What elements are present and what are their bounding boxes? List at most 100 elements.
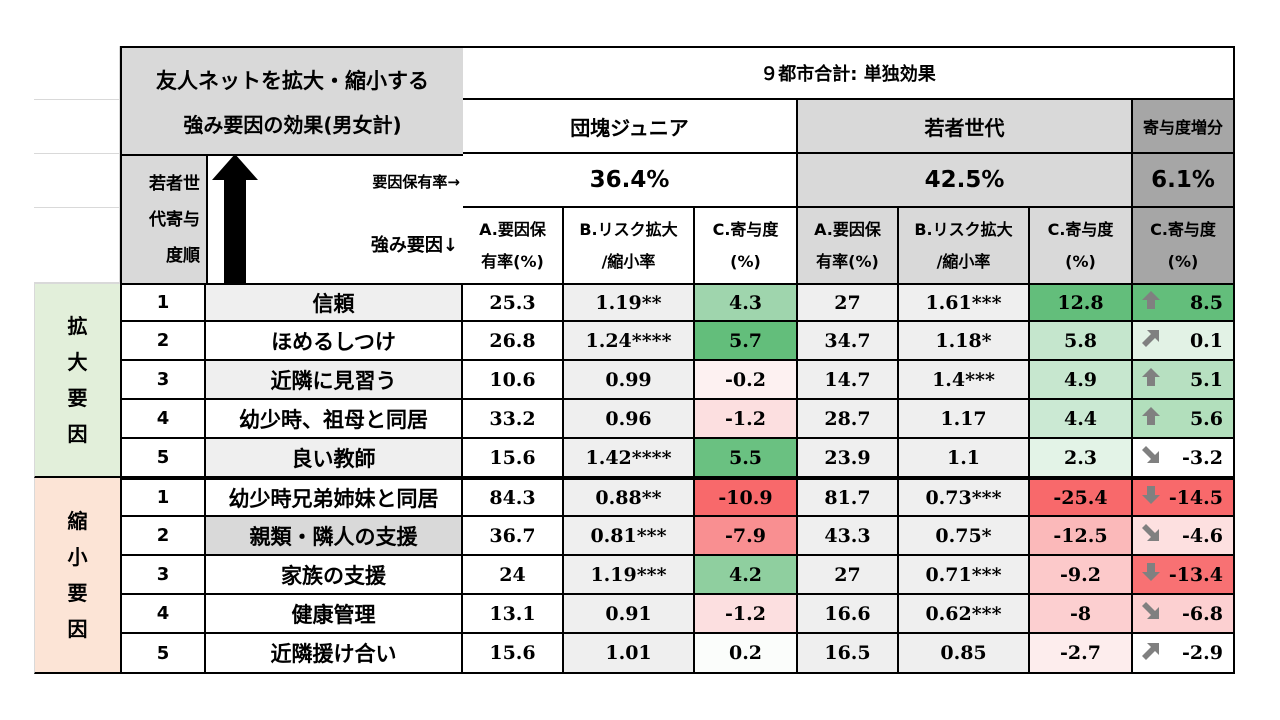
shrink-label-text: 縮小要因 bbox=[67, 509, 88, 641]
rate-increment: 6.1% bbox=[1133, 154, 1235, 208]
cell-c1: -7.9 bbox=[695, 517, 798, 556]
expand-label-text: 拡大要因 bbox=[67, 314, 88, 446]
cell-c1: 4.3 bbox=[695, 283, 798, 322]
cell-c1: 4.2 bbox=[695, 556, 798, 595]
group-header-dankai: 団塊ジュニア bbox=[463, 100, 798, 154]
shrink-factors-label: 縮小要因 bbox=[34, 478, 120, 674]
increment-value: 5.6 bbox=[1189, 407, 1223, 430]
cell-c1: 0.2 bbox=[695, 634, 798, 674]
cell-b1: 1.19*** bbox=[564, 556, 695, 595]
arrow-down-right-icon bbox=[1141, 523, 1161, 548]
cell-c1: 5.5 bbox=[695, 439, 798, 478]
cell-rank: 2 bbox=[120, 517, 206, 556]
arrow-up-right-icon bbox=[1141, 328, 1161, 353]
cell-name: 家族の支援 bbox=[206, 556, 463, 595]
big-up-arrow-icon bbox=[212, 154, 258, 284]
cell-b1: 0.96 bbox=[564, 400, 695, 439]
increment-value: -2.9 bbox=[1182, 642, 1223, 664]
rank-label-2: 代寄与 bbox=[149, 210, 200, 230]
increment-value: 5.1 bbox=[1189, 368, 1223, 391]
col-a-header-1: A.要因保 有率(%) bbox=[463, 208, 564, 283]
cell-b1: 0.91 bbox=[564, 595, 695, 634]
cell-rank: 4 bbox=[120, 595, 206, 634]
arrow-down-icon bbox=[1141, 485, 1161, 510]
cell-name: 親類・隣人の支援 bbox=[206, 517, 463, 556]
arrow-down-icon bbox=[1141, 562, 1161, 587]
cell-d: -4.6 bbox=[1133, 517, 1235, 556]
factor-label: 強み要因↓ bbox=[370, 235, 458, 256]
increment-value: 0.1 bbox=[1189, 329, 1223, 352]
cell-name: 良い教師 bbox=[206, 439, 463, 478]
arrow-down-right-icon bbox=[1141, 445, 1161, 470]
col-b-header-1: B.リスク拡大/縮小率 bbox=[564, 208, 695, 283]
increment-value: -14.5 bbox=[1168, 486, 1223, 509]
cell-rank: 5 bbox=[120, 439, 206, 478]
cell-rank: 2 bbox=[120, 322, 206, 361]
cell-a1: 24 bbox=[463, 556, 564, 595]
title-block: 友人ネットを拡大・縮小する 強み要因の効果(男女計) bbox=[120, 46, 463, 154]
cell-name: 健康管理 bbox=[206, 595, 463, 634]
top-header: ９都市合計: 単独効果 bbox=[463, 46, 1235, 100]
cell-b1: 1.42**** bbox=[564, 439, 695, 478]
arrow-up-right-icon bbox=[1141, 641, 1161, 666]
cell-c2: -9.2 bbox=[1030, 556, 1133, 595]
increment-value: 8.5 bbox=[1189, 291, 1223, 314]
cell-b2: 0.62*** bbox=[899, 595, 1030, 634]
cell-name: 近隣に見習う bbox=[206, 361, 463, 400]
cell-name: 幼少時兄弟姉妹と同居 bbox=[206, 478, 463, 517]
blank-corner-1 bbox=[34, 46, 120, 100]
cell-b1: 1.19** bbox=[564, 283, 695, 322]
table-title-line2: 強み要因の効果(男女計) bbox=[183, 112, 402, 137]
blank-corner-4 bbox=[34, 208, 120, 283]
cell-c1: -1.2 bbox=[695, 400, 798, 439]
cell-a2: 23.9 bbox=[798, 439, 899, 478]
cell-rank: 5 bbox=[120, 634, 206, 674]
cell-b2: 1.1 bbox=[899, 439, 1030, 478]
cell-c2: 4.4 bbox=[1030, 400, 1133, 439]
col-c-header-2: C.寄与度 (%) bbox=[1030, 208, 1133, 283]
arrow-up-icon bbox=[1141, 367, 1161, 392]
rank-label-1: 若者世 bbox=[149, 174, 200, 194]
group-header-youth: 若者世代 bbox=[798, 100, 1133, 154]
increment-value: -3.2 bbox=[1182, 446, 1223, 469]
cell-a1: 15.6 bbox=[463, 439, 564, 478]
cell-name: 幼少時、祖母と同居 bbox=[206, 400, 463, 439]
cell-b2: 1.61*** bbox=[899, 283, 1030, 322]
cell-d: 8.5 bbox=[1133, 283, 1235, 322]
col-a-header-2: A.要因保 有率(%) bbox=[798, 208, 899, 283]
cell-a1: 10.6 bbox=[463, 361, 564, 400]
increment-value: -6.8 bbox=[1182, 602, 1223, 625]
cell-a2: 28.7 bbox=[798, 400, 899, 439]
cell-a1: 26.8 bbox=[463, 322, 564, 361]
arrow-down-right-icon bbox=[1141, 601, 1161, 626]
rank-label-3: 度順 bbox=[166, 246, 200, 266]
cell-b1: 0.99 bbox=[564, 361, 695, 400]
cell-a1: 33.2 bbox=[463, 400, 564, 439]
cell-b2: 0.75* bbox=[899, 517, 1030, 556]
cell-c2: 12.8 bbox=[1030, 283, 1133, 322]
cell-a1: 25.3 bbox=[463, 283, 564, 322]
cell-d: -6.8 bbox=[1133, 595, 1235, 634]
cell-b2: 0.73*** bbox=[899, 478, 1030, 517]
cell-a2: 16.6 bbox=[798, 595, 899, 634]
cell-a2: 27 bbox=[798, 556, 899, 595]
cell-a2: 43.3 bbox=[798, 517, 899, 556]
cell-b2: 1.17 bbox=[899, 400, 1030, 439]
blank-corner-2 bbox=[34, 100, 120, 154]
expand-factors-label: 拡大要因 bbox=[34, 283, 120, 478]
cell-c1: -10.9 bbox=[695, 478, 798, 517]
cell-b2: 1.4*** bbox=[899, 361, 1030, 400]
col-c-header-1: C.寄与度 (%) bbox=[695, 208, 798, 283]
cell-d: -3.2 bbox=[1133, 439, 1235, 478]
cell-c2: 4.9 bbox=[1030, 361, 1133, 400]
cell-c2: -2.7 bbox=[1030, 634, 1133, 674]
cell-b1: 0.88** bbox=[564, 478, 695, 517]
cell-name: ほめるしつけ bbox=[206, 322, 463, 361]
arrow-up-icon bbox=[1141, 290, 1161, 315]
arrow-up-icon bbox=[1141, 406, 1161, 431]
cell-a2: 34.7 bbox=[798, 322, 899, 361]
cell-a1: 84.3 bbox=[463, 478, 564, 517]
blank-corner-3 bbox=[34, 154, 120, 208]
cell-rank: 1 bbox=[120, 283, 206, 322]
increment-value: -13.4 bbox=[1168, 563, 1223, 586]
